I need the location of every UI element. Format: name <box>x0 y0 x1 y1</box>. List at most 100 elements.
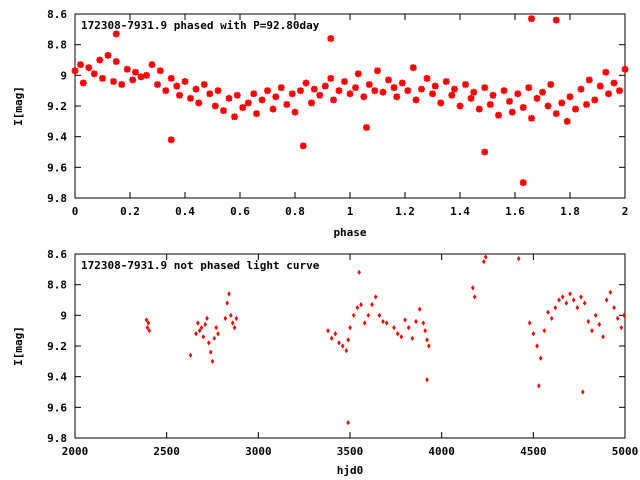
unphased-data-point <box>582 300 587 306</box>
phased-data-point <box>335 87 343 95</box>
phased-data-point <box>481 84 489 91</box>
unphased-x-axis-label: hjd0 <box>337 464 364 477</box>
unphased-data-point <box>516 256 521 262</box>
phased-data-point <box>96 56 104 64</box>
phased-data-point <box>495 111 502 119</box>
phased-data-point <box>77 61 84 68</box>
phased-data-point <box>220 107 227 114</box>
unphased-data-point <box>196 320 200 326</box>
phased-data-point <box>239 104 247 111</box>
phased-data-point <box>451 85 458 93</box>
unphased-data-point <box>537 383 541 389</box>
unphased-data-points <box>144 254 626 426</box>
phased-data-point <box>533 94 541 102</box>
unphased-data-point <box>357 269 361 275</box>
unphased-data-point <box>326 328 330 334</box>
unphased-data-point <box>608 289 613 295</box>
phased-data-point <box>558 99 566 107</box>
unphased-data-point <box>234 315 239 321</box>
unphased-data-point <box>553 305 558 311</box>
phased-y-tick-label: 8.8 <box>47 39 67 52</box>
phased-data-point <box>272 93 280 101</box>
phased-data-point <box>423 75 431 82</box>
unphased-data-point <box>571 297 576 303</box>
phased-data-point <box>591 96 599 104</box>
unphased-data-point <box>199 325 204 331</box>
phased-data-point <box>231 113 238 121</box>
unphased-data-point <box>377 312 382 318</box>
phased-x-tick-label: 0 <box>72 205 79 218</box>
phased-x-tick-label: 1.8 <box>560 205 580 218</box>
phased-data-point <box>143 71 150 79</box>
phased-axis-ticks: 0 0.2 0.4 0.6 0.8 1 1.2 1.4 1.6 1.8 2 8.6 8.8 9 9.2 9.4… <box>47 8 628 218</box>
phased-data-point <box>264 87 271 95</box>
unphased-data-point <box>601 334 605 340</box>
unphased-data-point <box>593 312 598 318</box>
unphased-data-point <box>351 312 356 318</box>
phased-data-point <box>206 90 214 98</box>
unphased-data-point <box>483 254 488 260</box>
unphased-data-point <box>205 315 209 321</box>
phased-x-tick-label: 0.8 <box>285 205 305 218</box>
phased-data-point <box>566 93 574 101</box>
phased-data-point <box>365 81 373 88</box>
phased-y-tick-label: 8.6 <box>47 8 67 21</box>
unphased-data-point <box>535 343 539 349</box>
phased-data-point <box>418 85 425 93</box>
phased-data-point <box>470 88 478 96</box>
phased-data-point <box>437 99 445 107</box>
unphased-x-tick-label: 2500 <box>153 445 180 458</box>
unphased-y-tick-label: 9.8 <box>47 432 67 445</box>
unphased-x-tick-label: 3500 <box>337 445 364 458</box>
phased-data-point <box>519 104 527 111</box>
unphased-data-point <box>531 331 536 337</box>
phased-data-point <box>605 90 612 98</box>
unphased-data-point <box>392 325 396 331</box>
phased-data-point <box>299 142 307 150</box>
unphased-y-tick-label: 9.4 <box>47 371 67 384</box>
phased-data-point <box>173 82 181 90</box>
phased-data-point <box>137 73 145 81</box>
unphased-data-point <box>538 355 543 361</box>
unphased-data-point <box>581 389 585 395</box>
phased-data-point <box>398 79 406 87</box>
phased-data-point <box>85 64 93 72</box>
phased-data-point <box>547 81 555 88</box>
phased-data-point <box>118 81 126 88</box>
unphased-data-point <box>417 306 422 312</box>
unphased-y-tick-label: 9.2 <box>47 340 67 353</box>
phased-data-point <box>187 94 194 102</box>
unphased-data-point <box>208 349 213 355</box>
unphased-data-point <box>194 331 198 337</box>
phased-x-tick-label: 2 <box>622 205 629 218</box>
phased-data-point <box>346 90 354 98</box>
phased-data-point <box>308 99 315 107</box>
unphased-data-point <box>362 320 367 326</box>
unphased-x-tick-label: 4000 <box>428 445 455 458</box>
unphased-x-tick-label: 2000 <box>62 445 89 458</box>
unphased-data-point <box>425 337 429 343</box>
phased-data-point <box>283 101 291 108</box>
unphased-data-point <box>230 320 235 326</box>
phased-data-point <box>489 91 497 99</box>
phased-data-point <box>552 16 560 24</box>
unphased-light-curve-panel: 172308-7931.9 not phased light curve hjd… <box>12 248 638 477</box>
phased-data-point <box>508 108 516 116</box>
unphased-data-point <box>575 305 580 311</box>
phased-x-tick-label: 0.2 <box>120 205 140 218</box>
unphased-data-point <box>425 377 429 383</box>
phased-data-point <box>467 94 475 102</box>
phased-data-point <box>291 108 299 116</box>
phased-y-tick-label: 9.8 <box>47 192 67 205</box>
phased-x-tick-label: 0.4 <box>175 205 195 218</box>
phased-data-point <box>352 84 359 91</box>
unphased-data-point <box>348 325 352 331</box>
phased-data-point <box>167 136 175 144</box>
unphased-data-point <box>421 320 426 326</box>
phased-data-point <box>90 70 98 78</box>
phased-data-point <box>341 78 348 85</box>
phased-data-point <box>539 88 546 96</box>
phased-data-point <box>233 91 241 99</box>
unphased-data-point <box>406 325 411 331</box>
